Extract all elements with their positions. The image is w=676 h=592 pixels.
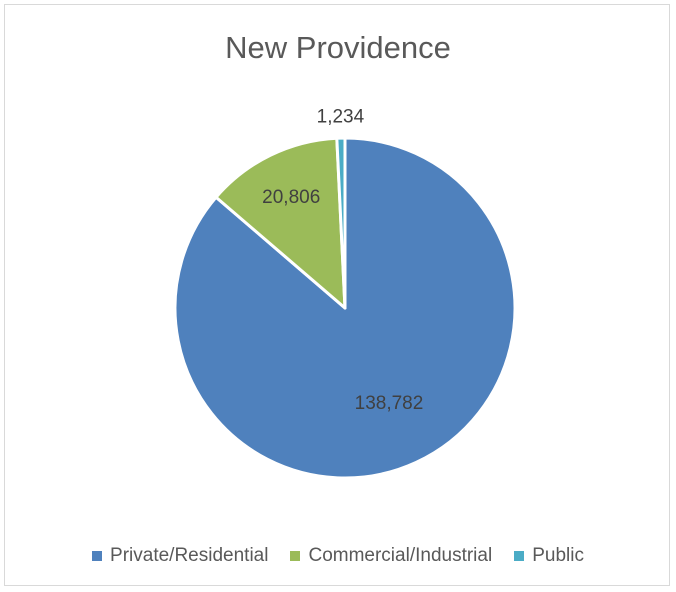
data-label-private: 138,782 [355,393,424,414]
chart-title: New Providence [225,30,451,65]
pie-slice-public [335,136,347,310]
legend-swatch-public [514,551,525,561]
data-label-public: 1,234 [317,107,365,128]
legend-item-private: Private/Residential [92,545,268,567]
legend-item-public: Public [514,545,584,567]
data-label-commercial: 20,806 [262,187,320,208]
legend-label-commercial: Commercial/Industrial [308,545,493,566]
legend: Private/Residential Commercial/Industria… [0,545,676,567]
legend-swatch-private [92,551,103,561]
pie-slice-commercial [214,136,347,310]
legend-label-private: Private/Residential [110,545,269,566]
legend-item-commercial: Commercial/Industrial [290,545,492,567]
legend-label-public: Public [532,545,584,566]
legend-swatch-commercial [290,551,301,561]
